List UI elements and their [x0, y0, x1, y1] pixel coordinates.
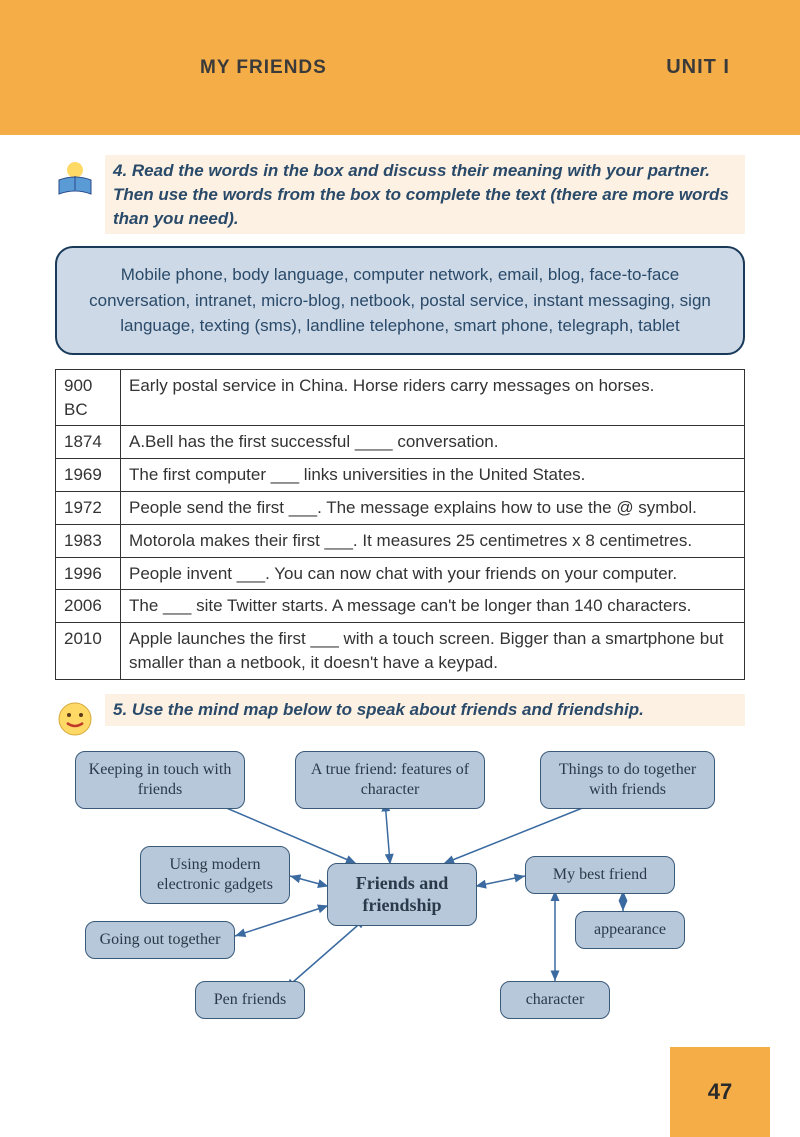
mindmap-node-going: Going out together [85, 921, 235, 959]
year-cell: 2010 [56, 623, 121, 680]
text-cell: A.Bell has the first successful ____ con… [121, 426, 745, 459]
emoji-icon [55, 699, 95, 739]
header-unit: UNIT I [666, 56, 730, 79]
year-cell: 1969 [56, 459, 121, 492]
mindmap-node-keeping: Keeping in touch with friends [75, 751, 245, 809]
table-row: 900 BCEarly postal service in China. Hor… [56, 369, 745, 426]
table-row: 1874A.Bell has the first successful ____… [56, 426, 745, 459]
year-cell: 2006 [56, 590, 121, 623]
page-header: MY FRIENDS UNIT I [0, 0, 800, 135]
text-cell: Early postal service in China. Horse rid… [121, 369, 745, 426]
mindmap-node-true: A true friend: features of character [295, 751, 485, 809]
book-icon [55, 160, 95, 200]
year-cell: 900 BC [56, 369, 121, 426]
header-title: MY FRIENDS [200, 57, 327, 79]
task4-text: 4. Read the words in the box and discuss… [105, 155, 745, 234]
text-cell: People send the first ___. The message e… [121, 492, 745, 525]
mindmap-node-things: Things to do together with friends [540, 751, 715, 809]
table-row: 2010Apple launches the first ___ with a … [56, 623, 745, 680]
table-row: 2006The ___ site Twitter starts. A messa… [56, 590, 745, 623]
page-content: 4. Read the words in the box and discuss… [0, 135, 800, 1071]
year-cell: 1874 [56, 426, 121, 459]
mindmap-node-character: character [500, 981, 610, 1019]
page-number: 47 [670, 1047, 770, 1137]
mindmap-node-pen: Pen friends [195, 981, 305, 1019]
year-cell: 1983 [56, 524, 121, 557]
text-cell: Motorola makes their first ___. It measu… [121, 524, 745, 557]
year-cell: 1972 [56, 492, 121, 525]
task5-row: 5. Use the mind map below to speak about… [55, 694, 745, 739]
task5-text: 5. Use the mind map below to speak about… [105, 694, 745, 726]
table-row: 1972People send the first ___. The messa… [56, 492, 745, 525]
text-cell: Apple launches the first ___ with a touc… [121, 623, 745, 680]
mindmap-node-gadgets: Using modern electronic gadgets [140, 846, 290, 904]
text-cell: People invent ___. You can now chat with… [121, 557, 745, 590]
table-row: 1996People invent ___. You can now chat … [56, 557, 745, 590]
mindmap-node-best: My best friend [525, 856, 675, 894]
timeline-table: 900 BCEarly postal service in China. Hor… [55, 369, 745, 680]
table-row: 1983Motorola makes their first ___. It m… [56, 524, 745, 557]
task4-row: 4. Read the words in the box and discuss… [55, 155, 745, 234]
table-row: 1969The first computer ___ links univers… [56, 459, 745, 492]
text-cell: The first computer ___ links universitie… [121, 459, 745, 492]
mindmap-node-appearance: appearance [575, 911, 685, 949]
mindmap-center-node: Friends and friendship [327, 863, 477, 926]
text-cell: The ___ site Twitter starts. A message c… [121, 590, 745, 623]
mindmap: Friends and friendship Keeping in touch w… [55, 751, 745, 1071]
year-cell: 1996 [56, 557, 121, 590]
words-box: Mobile phone, body language, computer ne… [55, 246, 745, 355]
